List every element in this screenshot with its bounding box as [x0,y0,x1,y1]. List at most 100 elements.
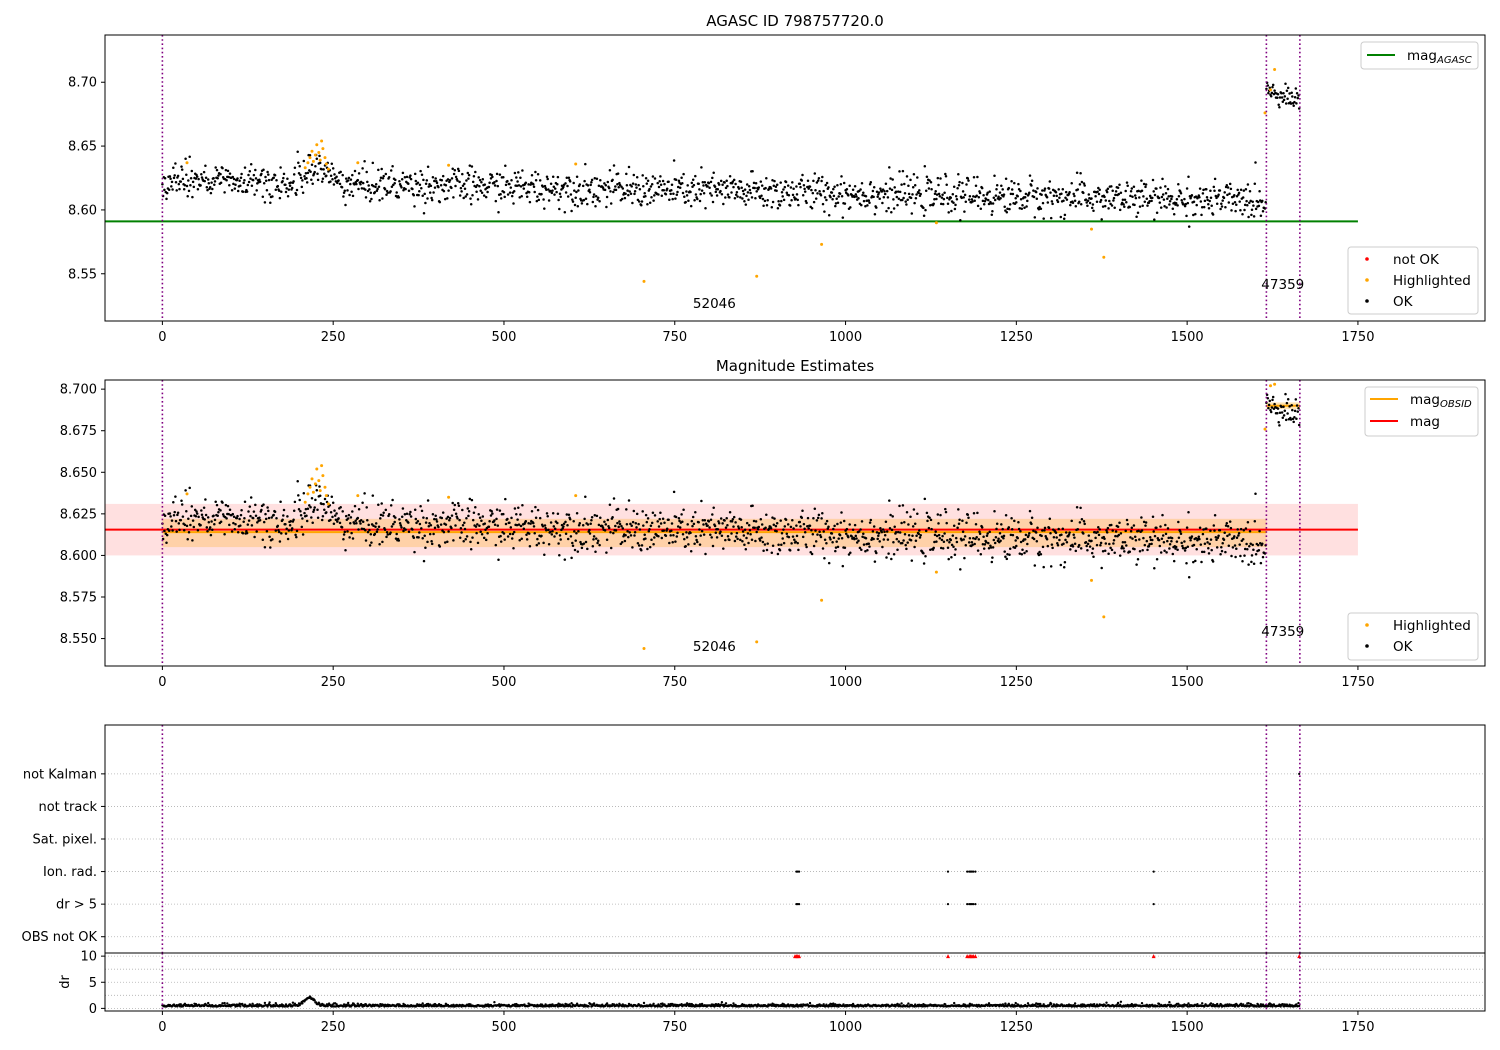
ok-point [726,535,730,538]
ok-point [1017,188,1021,191]
ok-point [1237,534,1240,537]
ok-point [568,180,572,183]
dr-point [1050,1002,1053,1006]
ok-point [978,532,982,536]
y-tick-label: 8.70 [68,76,97,91]
ok-point [914,539,918,543]
ok-point [235,516,239,520]
ok-point [1208,199,1211,203]
ok-point [1064,531,1068,534]
ok-point [827,561,831,565]
ok-point [1278,106,1281,109]
ok-point [1145,539,1149,543]
ok-point [905,175,909,178]
ok-point [590,180,593,184]
ok-point [712,171,715,174]
ok-point [511,532,515,536]
ok-point [529,522,532,525]
ok-point [540,534,543,538]
ok-point [1008,547,1012,550]
panel-agasc-title: AGASC ID 798757720.0 [706,12,884,30]
ok-point [286,537,290,541]
ok-point [184,489,187,492]
ok-point [766,542,769,545]
ok-point [942,540,946,544]
ok-point [1107,207,1110,210]
ok-point [819,535,823,539]
ok-point [719,179,723,183]
ok-point [1261,555,1265,559]
ok-point [412,536,416,539]
ok-point [910,212,914,215]
ok-point [368,188,371,191]
ok-point [262,168,265,171]
ok-point [1284,102,1288,105]
ok-point [210,181,213,184]
ok-point [573,530,576,533]
ok-point [506,179,509,183]
ok-point [1185,562,1188,565]
ok-point [1023,551,1026,555]
ok-point [1257,548,1261,552]
ok-point [887,552,890,555]
ok-point [1280,96,1284,99]
ok-point [340,185,344,189]
dr-point [700,1002,704,1006]
panel-magnitude-estimates: Magnitude Estimates 0 250 500 750 1000 1250 15… [60,357,1486,690]
ok-point [426,540,429,544]
ok-point [854,193,858,196]
dr-point [1119,1000,1123,1003]
ok-point [297,507,301,511]
ok-point [742,192,746,196]
ok-point [590,178,594,182]
ok-point [1259,214,1263,218]
ok-point [1040,193,1043,196]
ok-point [337,179,340,182]
ok-point [748,528,752,532]
ok-point [1090,551,1094,555]
ok-point [1131,537,1134,540]
ok-point [988,190,991,193]
ok-point [609,530,612,534]
ok-point [1010,527,1014,531]
ok-point [890,188,894,192]
ok-point [549,189,552,193]
ok-point [677,516,681,520]
ok-point [631,201,634,205]
ok-point [834,546,838,549]
ok-point [745,521,749,525]
ok-point [368,199,372,203]
ok-point [888,499,891,502]
ok-point [728,511,732,514]
ok-point [228,508,232,511]
ok-point [170,525,173,528]
ok-point [1072,533,1075,537]
ok-point [559,538,562,541]
dr-point [907,1002,910,1005]
ok-point [265,530,269,533]
ok-point [814,540,818,543]
ok-point [1097,525,1100,529]
ok-point [994,194,998,197]
ok-point [739,538,742,542]
ok-point [715,536,719,539]
ok-point [637,544,641,547]
ok-point [1251,543,1254,547]
ok-point [785,532,789,536]
ok-point [1252,548,1255,552]
ok-point [1043,187,1047,190]
ok-point [967,198,971,201]
ok-point [1144,183,1148,186]
ok-point [890,210,893,214]
ok-point [944,507,947,511]
ok-point [461,523,465,527]
ok-point [503,538,506,541]
ok-point [1226,186,1230,189]
ok-point [547,199,551,202]
ok-point [765,176,768,180]
ok-point [794,540,797,543]
ok-point [1110,204,1114,207]
ok-point [627,193,630,197]
ok-point [541,185,545,188]
ok-point [1015,544,1018,548]
